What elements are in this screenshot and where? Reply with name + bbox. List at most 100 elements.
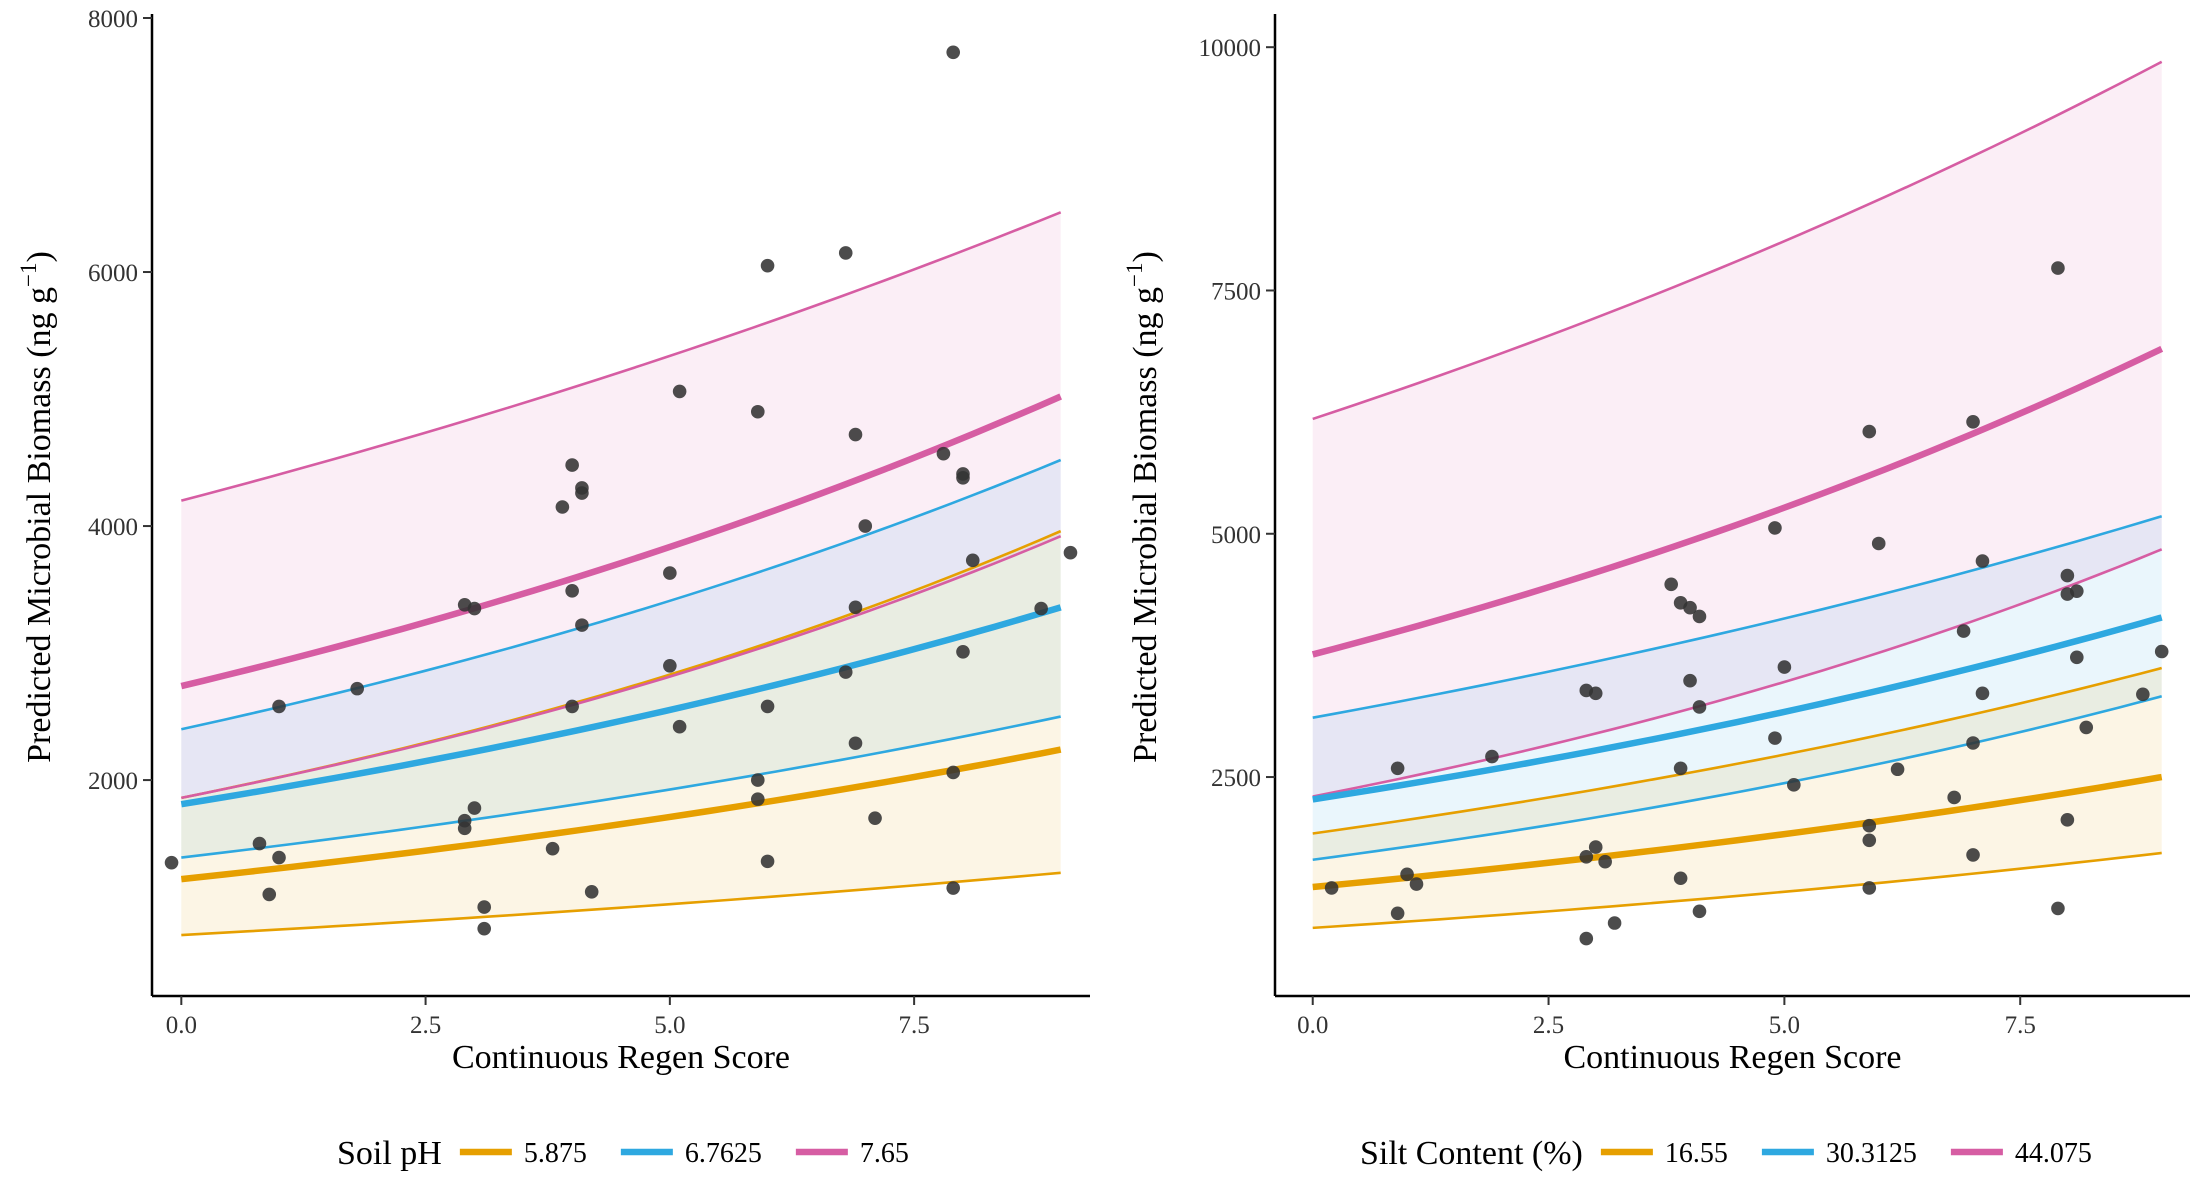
panel-0-point-33 [838, 665, 853, 679]
panel-1-point-48 [2154, 644, 2169, 659]
panel-0-upper-edge-2 [180, 211, 1062, 502]
panel-1-point-41 [2060, 813, 2075, 827]
panel-0-point-28 [750, 773, 765, 787]
panel-0-point-7 [457, 821, 472, 836]
panel-1-point-20 [1692, 700, 1707, 714]
panel-0-x-axis-title: Continuous Regen Score [452, 1039, 790, 1076]
panel-0-point-9 [467, 601, 482, 616]
panel-0-y-tick-label-1: 4000 [88, 514, 138, 541]
panel-1-point-15 [1673, 761, 1688, 776]
panel-1-y-tick-label-3: 10000 [1199, 35, 1262, 62]
panel-1-lower-edge-0 [1312, 851, 2162, 930]
panel-0-point-2 [262, 887, 277, 902]
panel-1-y-tick-label-1: 5000 [1211, 522, 1261, 549]
panel-1-point-38 [1975, 554, 1990, 568]
panel-1-point-6 [1579, 931, 1594, 946]
panel-0-point-45 [956, 644, 970, 659]
panel-0-band-1 [181, 460, 1061, 858]
panel-1-point-44 [2070, 584, 2084, 598]
panel-1-point-24 [1777, 660, 1792, 674]
panel-1-point-2 [1390, 906, 1405, 921]
panel-0-points [164, 45, 1078, 936]
panel-0-x-tick-label-1: 2.5 [410, 1012, 441, 1039]
panel-0-lower-edge-2 [181, 535, 1062, 800]
panel-1-point-16 [1673, 871, 1688, 886]
panel-1-legend-label-0: 16.55 [1665, 1138, 1728, 1169]
panel-1-point-10 [1588, 686, 1603, 701]
panel-0-legend-label-2: 7.65 [860, 1138, 909, 1169]
panel-0-fit-line-2 [180, 393, 1062, 690]
panel-0-point-40 [946, 45, 961, 60]
panel-0-point-36 [848, 736, 863, 751]
panel-0-point-1 [252, 836, 267, 851]
panel-1-point-7 [1579, 850, 1594, 864]
panel-0-point-15 [565, 458, 579, 472]
panel-0-point-22 [663, 566, 677, 580]
panel-0-point-35 [848, 427, 863, 442]
panel-0-fit-line-0 [180, 746, 1062, 883]
panel-1-x-tick-label-2: 5.0 [1769, 1012, 1800, 1039]
panel-0-point-24 [672, 384, 687, 399]
panel-1-y-axis-title: Predicted Microbial Biomass (ng g−1) [1122, 251, 1164, 763]
panel-1-point-42 [2060, 568, 2075, 583]
panel-0-point-0 [164, 855, 179, 870]
panel-0-band-0 [181, 531, 1061, 936]
panel-0-point-38 [868, 811, 882, 825]
panel-1-fit-line-1 [1312, 614, 2163, 803]
panel-0-point-10 [467, 801, 482, 815]
panel-0-lower-edge-1 [181, 715, 1061, 859]
panel-0-point-44 [956, 467, 970, 481]
panel-1-point-21 [1692, 904, 1707, 919]
panel-1-point-23 [1768, 731, 1782, 745]
panel-1-point-4 [1409, 877, 1424, 891]
panel-1-point-35 [1966, 736, 1980, 750]
panel-1-point-28 [1862, 818, 1877, 833]
panel-1-legend-title: Silt Content (%) [1360, 1135, 1583, 1172]
panel-0-point-21 [584, 885, 599, 899]
panel-0-point-32 [838, 246, 853, 260]
panel-1-upper-edge-2 [1312, 60, 2163, 421]
panel-0-band-edges [180, 211, 1062, 937]
panel-1-upper-edge-1 [1312, 514, 2163, 719]
panel-0-point-30 [760, 699, 775, 714]
panel-1-legend-label-2: 44.075 [2015, 1138, 2092, 1169]
panel-1-point-33 [1956, 624, 1971, 638]
panel-0-legend-title: Soil pH [337, 1135, 442, 1172]
panel-0-point-20 [575, 618, 589, 632]
panel-0-point-16 [565, 584, 579, 598]
panel-0-point-19 [575, 486, 589, 500]
panel-0-point-29 [760, 258, 775, 273]
right-panel-silt-content: 0.0 2.5 5.0 7.5 2500 5000 7500 10000 Continuous … [1122, 14, 2190, 1172]
panel-0-point-34 [848, 600, 863, 615]
panel-0-legend-label-0: 5.875 [524, 1138, 587, 1169]
panel-1-point-13 [1664, 577, 1678, 592]
left-panel-soil-ph: 0.0 2.5 5.0 7.5 2000 4000 6000 8000 Continuous R… [16, 6, 1090, 1172]
panel-1-fit-lines [1311, 345, 2164, 891]
panel-0-point-27 [750, 792, 765, 806]
panel-1-point-26 [1862, 424, 1877, 439]
panel-0-legend-label-1: 6.7625 [685, 1138, 762, 1169]
panel-1-point-34 [1966, 415, 1980, 429]
panel-0-y-tick-label-0: 2000 [88, 768, 138, 795]
panel-0-x-tick-label-0: 0.0 [166, 1012, 197, 1039]
panel-1-legend-label-1: 30.3125 [1826, 1138, 1917, 1169]
panel-1-point-5 [1485, 749, 1499, 764]
panel-0-lower-edge-0 [181, 871, 1061, 937]
panel-1-point-32 [1947, 790, 1961, 805]
panel-1-fit-line-0 [1312, 773, 2163, 891]
panel-0-legend: Soil pH 5.875 6.7625 7.65 [337, 1135, 909, 1172]
panel-1-point-47 [2136, 687, 2150, 702]
panel-1-point-31 [1890, 762, 1905, 777]
panel-1-point-25 [1787, 778, 1801, 792]
panel-0-point-41 [946, 881, 961, 895]
panel-1-upper-edge-0 [1312, 666, 2163, 835]
panel-1-lower-edge-1 [1312, 695, 2163, 862]
panel-1-point-39 [2051, 261, 2065, 275]
panel-1-y-tick-label-0: 2500 [1211, 765, 1261, 792]
panel-1-lower-edge-2 [1312, 548, 2163, 798]
panel-0-point-4 [272, 699, 286, 714]
panel-0-point-13 [545, 841, 560, 856]
panel-1-point-0 [1324, 881, 1339, 895]
panel-0-point-31 [760, 854, 775, 869]
